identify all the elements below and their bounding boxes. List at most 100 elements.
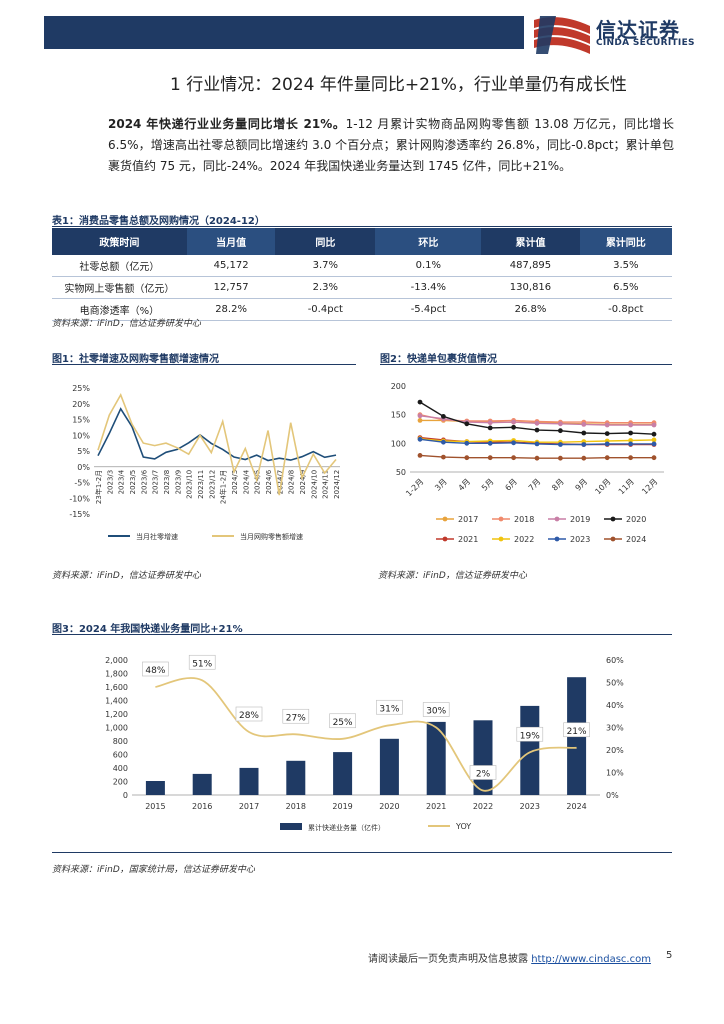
x-tick-label: 2024/6 [265, 469, 273, 494]
y-tick-label: 100 [391, 439, 406, 448]
x-tick-label: 10月 [593, 477, 612, 496]
footer-disclaimer: 请阅读最后一页免责声明及信息披露 http://www.cindasc.com [368, 950, 651, 965]
series-point [487, 455, 493, 461]
x-tick-label: 24年1-2月 [219, 470, 228, 504]
x-tick-label: 2024/12 [333, 470, 341, 499]
y-tick-label: -10% [69, 494, 90, 503]
series-point [581, 442, 587, 447]
data-label-box [516, 726, 544, 742]
table-cell: 3.5% [579, 255, 672, 277]
x-tick-label: 23年1-2月 [94, 470, 103, 504]
table-cell: 0.1% [375, 255, 482, 277]
table-row: 社零总额（亿元） 45,172 3.7% 0.1% 487,895 3.5% [52, 255, 672, 277]
summary-body: 1-12 月累计实物商品网购零售额 13.08 万亿元，同比增长 6.5%，增速… [108, 117, 674, 173]
footer-link[interactable]: http://www.cindasc.com [531, 954, 651, 965]
x-tick-label: 2023/5 [129, 470, 137, 495]
y-left-tick-label: 200 [113, 778, 128, 787]
data-label-box [329, 713, 356, 729]
y-tick-label: 0% [77, 463, 90, 472]
series-point [441, 454, 446, 460]
x-tick-label: 12月 [640, 477, 659, 496]
x-tick-label: 2023/6 [140, 469, 148, 494]
x-tick-label: 2022 [473, 802, 493, 811]
table-header-row: 政策时间 当月值 同比 环比 累计值 累计同比 [52, 228, 672, 255]
data-label-box [235, 706, 263, 722]
fig2-source: 资料来源：iFinD，信达证券研发中心 [378, 571, 527, 581]
table-cell: -0.4pct [275, 298, 376, 321]
legend-label: 2017 [458, 515, 478, 524]
table-cell: 6.5% [579, 276, 672, 299]
series-point [487, 440, 493, 446]
y-tick-label: 200 [391, 382, 406, 391]
bar [192, 773, 212, 795]
table-header-cell: 累计值 [481, 228, 580, 255]
series-point [628, 430, 633, 436]
data-label-box [376, 699, 403, 715]
y-right-tick-label: 40% [606, 701, 624, 710]
series-line [97, 407, 337, 462]
fig2-chart: 200 150 100 501-2月 3月 4月 5月 6月 7月 8月 9月 10月 11月 12月 20… [391, 382, 664, 544]
x-tick-label: 2023 [520, 802, 540, 811]
x-tick-label: 2024/11 [322, 470, 330, 499]
bar [379, 738, 399, 795]
x-tick-label: 7月 [527, 477, 543, 493]
cinda-logo-icon [534, 16, 590, 54]
x-tick-label: 2023/10 [186, 470, 194, 499]
fig1-chart: 25% 20% 15% 10% 5% 0% -5% -10% -15% 23年1-2月 2023/3… [69, 384, 341, 541]
series-point [628, 422, 633, 428]
legend-label: 当月社零增速 [136, 532, 178, 541]
data-label: 28% [239, 711, 259, 721]
y-tick-label: -5% [74, 479, 90, 488]
y-tick-label: 150 [391, 411, 406, 420]
y-left-tick-label: 1,200 [105, 710, 128, 719]
data-label-box [563, 722, 590, 738]
x-tick-label: 2016 [192, 802, 212, 811]
table-cell: -5.4pct [375, 298, 482, 321]
x-tick-label: 2024/4 [242, 469, 250, 494]
series-point [441, 439, 446, 445]
table-cell: 26.8% [481, 298, 580, 321]
series-point [487, 425, 493, 431]
series-point [581, 422, 587, 427]
fig1-caption-rule [52, 364, 356, 365]
series-point [581, 430, 587, 436]
y-left-tick-label: 600 [113, 751, 128, 760]
series-point [604, 441, 610, 447]
y-tick-label: 25% [72, 384, 90, 393]
legend-marker [498, 536, 504, 542]
legend-marker [610, 516, 616, 522]
data-label: 25% [333, 718, 353, 728]
x-tick-label: 5月 [480, 477, 496, 493]
x-tick-label: 4月 [457, 477, 473, 493]
series-point [534, 420, 540, 426]
y-left-tick-label: 800 [113, 737, 128, 746]
x-tick-label: 11月 [617, 477, 636, 496]
y-left-tick-label: 1,000 [105, 724, 128, 733]
series-point [417, 453, 423, 458]
table1-caption: 表1：消费品零售总额及网购情况（2024-12） [52, 216, 265, 227]
footer-text: 请阅读最后一页免责声明及信息披露 [368, 954, 528, 965]
table-cell: 社零总额（亿元） [52, 255, 187, 277]
table-cell: 130,816 [481, 276, 580, 299]
bar [286, 760, 306, 795]
series-point [511, 424, 516, 430]
summary-lead: 2024 年快递行业业务量同比增长 21%。 [108, 117, 346, 131]
table-header-cell: 同比 [275, 228, 376, 255]
y-right-tick-label: 60% [606, 656, 624, 665]
fig3-chart: 2,000 1,800 1,600 1,400 1,200 1,000 800 600 400 2… [105, 654, 624, 832]
data-label-box [282, 708, 310, 724]
fig2-caption-rule [380, 364, 672, 365]
legend-marker [610, 536, 616, 542]
legend-marker [554, 516, 560, 522]
y-right-tick-label: 30% [606, 724, 624, 733]
y-left-tick-label: 2,000 [105, 656, 128, 665]
fig3-source: 资料来源：iFinD，国家统计局，信达证券研发中心 [52, 865, 255, 875]
series-point [651, 431, 657, 437]
table-header-cell: 当月值 [186, 228, 276, 255]
yoy-line [155, 677, 577, 792]
series-point [417, 413, 423, 419]
x-tick-label: 6月 [503, 477, 519, 493]
series-point [628, 441, 633, 447]
table-cell: 3.7% [275, 255, 376, 277]
fig1-source: 资料来源：iFinD，信达证券研发中心 [52, 571, 201, 581]
